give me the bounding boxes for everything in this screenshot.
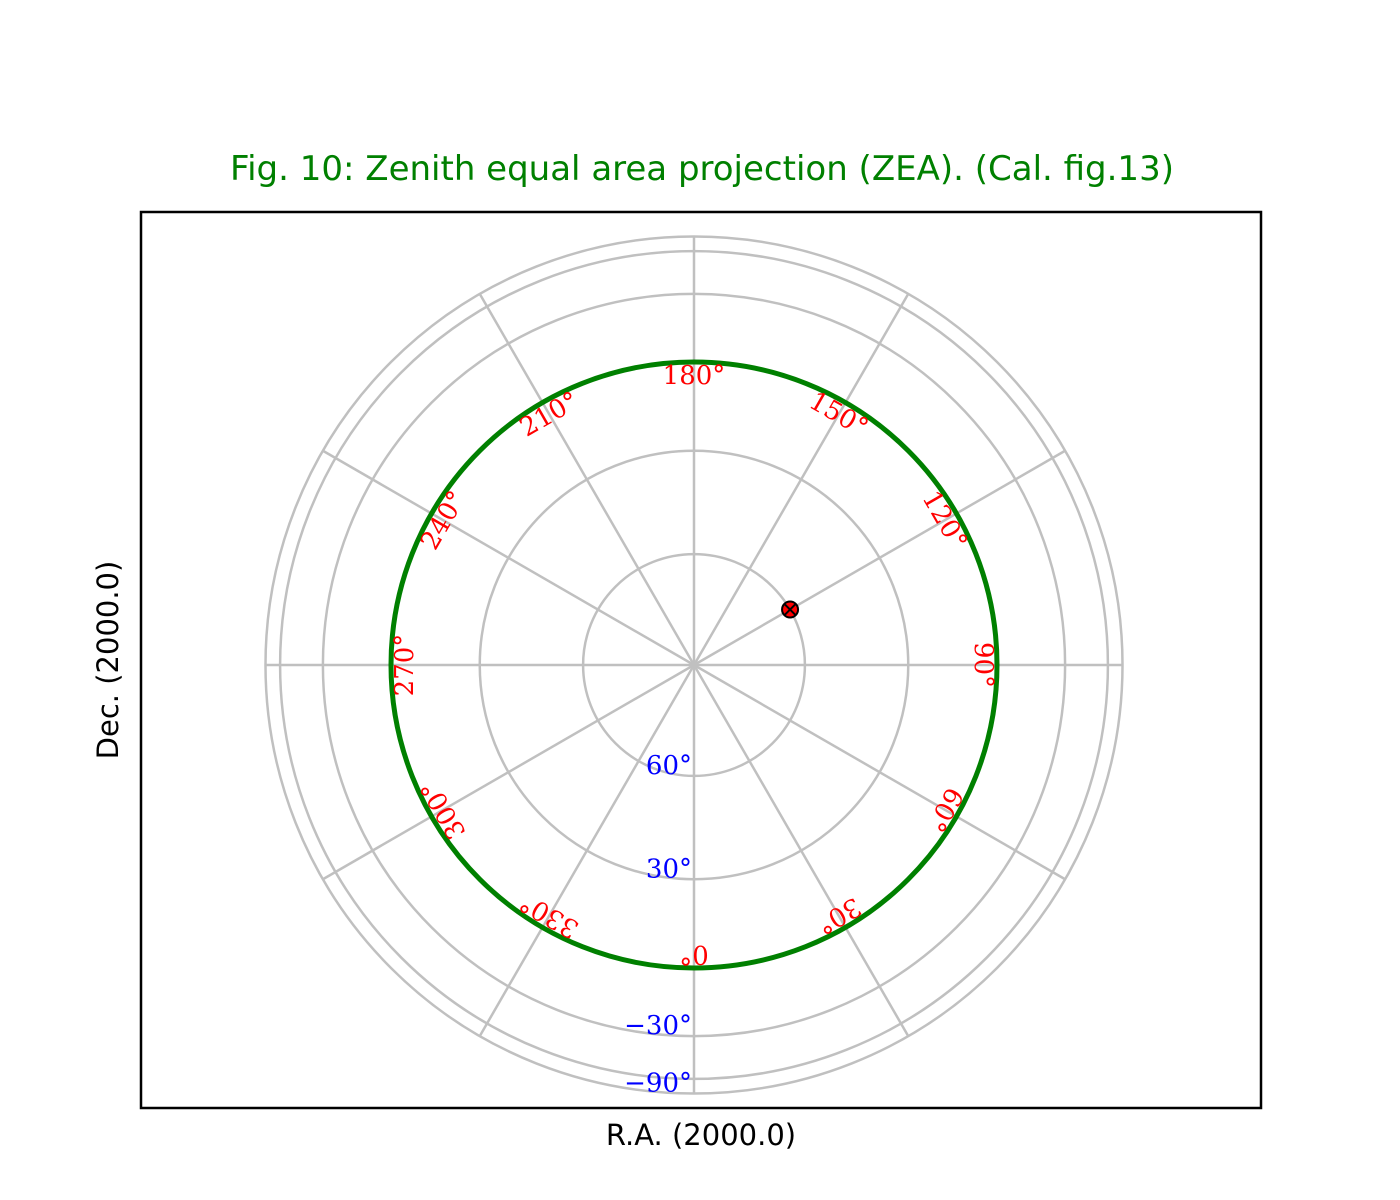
ra-grid-line bbox=[478, 664, 696, 1037]
dec-tick-label: 60° bbox=[646, 751, 692, 781]
ra-tick-label: 300° bbox=[415, 775, 472, 844]
ra-tick-label: 60° bbox=[920, 782, 969, 837]
ra-tick-label: 150° bbox=[804, 386, 873, 443]
projection-border bbox=[388, 359, 1000, 971]
ra-grid-line bbox=[692, 664, 910, 1037]
ra-tick-label: 240° bbox=[415, 486, 472, 555]
ra-tick-label: 120° bbox=[916, 486, 973, 555]
ra-grid-line bbox=[322, 663, 695, 881]
border-layer bbox=[388, 359, 1000, 971]
ra-tick-label: 180° bbox=[663, 361, 726, 391]
ra-grid-line bbox=[478, 293, 696, 666]
marker-layer bbox=[781, 600, 800, 619]
plot-frame bbox=[139, 210, 1263, 1110]
ra-grid-line bbox=[322, 449, 695, 667]
ra-tick-label: 330° bbox=[515, 887, 584, 944]
ra-grid-line bbox=[693, 449, 1066, 667]
dec-tick-label: −90° bbox=[624, 1069, 692, 1099]
ra-tick-label: 30° bbox=[811, 891, 866, 940]
ra-tick-label: 0° bbox=[679, 939, 709, 969]
ra-tick-label: 210° bbox=[515, 386, 584, 443]
y-axis-label: Dec. (2000.0) bbox=[91, 561, 125, 760]
chart-title: Fig. 10: Zenith equal area projection (Z… bbox=[230, 149, 1174, 189]
ra-grid-line bbox=[692, 293, 910, 666]
data-point-marker bbox=[781, 600, 800, 619]
ra-tick-label: 90° bbox=[968, 642, 998, 688]
dec-tick-label: 30° bbox=[646, 854, 692, 884]
ra-grid-line bbox=[693, 663, 1066, 881]
dec-tick-label: −30° bbox=[624, 1011, 692, 1041]
x-axis-label: R.A. (2000.0) bbox=[606, 1118, 796, 1152]
ra-tick-label: 270° bbox=[390, 634, 420, 697]
